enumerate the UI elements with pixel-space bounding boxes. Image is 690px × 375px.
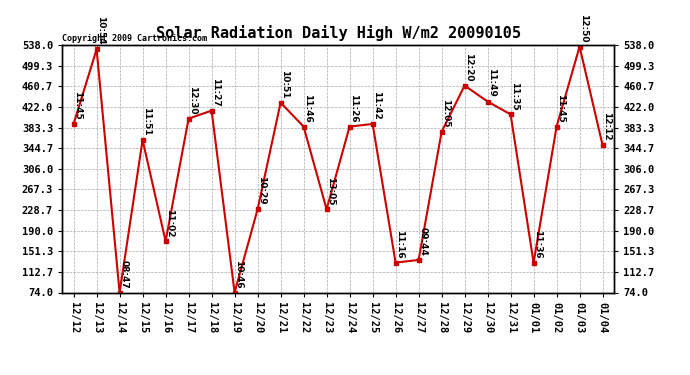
Text: 11:35: 11:35 — [511, 81, 520, 110]
Text: 10:54: 10:54 — [97, 16, 106, 45]
Title: Solar Radiation Daily High W/m2 20090105: Solar Radiation Daily High W/m2 20090105 — [156, 25, 520, 41]
Text: 13:05: 13:05 — [326, 177, 335, 205]
Text: 10:46: 10:46 — [235, 260, 244, 288]
Text: 08:47: 08:47 — [119, 260, 128, 288]
Text: 10:29: 10:29 — [257, 177, 266, 205]
Text: 11:46: 11:46 — [304, 94, 313, 123]
Text: 12:05: 12:05 — [442, 99, 451, 128]
Text: 11:49: 11:49 — [487, 69, 496, 98]
Text: Copyright 2009 Cartronics.com: Copyright 2009 Cartronics.com — [62, 33, 207, 42]
Text: 11:16: 11:16 — [395, 230, 404, 258]
Text: 11:45: 11:45 — [73, 91, 82, 120]
Text: 12:30: 12:30 — [188, 86, 197, 114]
Text: 11:26: 11:26 — [349, 94, 358, 123]
Text: 11:36: 11:36 — [533, 230, 542, 258]
Text: 11:02: 11:02 — [166, 209, 175, 237]
Text: 12:50: 12:50 — [580, 14, 589, 42]
Text: 11:45: 11:45 — [556, 94, 565, 123]
Text: 10:51: 10:51 — [280, 70, 289, 99]
Text: 12:20: 12:20 — [464, 53, 473, 81]
Text: 11:51: 11:51 — [142, 107, 151, 136]
Text: 09:44: 09:44 — [418, 227, 427, 256]
Text: 11:42: 11:42 — [373, 91, 382, 120]
Text: 12:12: 12:12 — [602, 112, 611, 141]
Text: 11:27: 11:27 — [211, 78, 220, 106]
